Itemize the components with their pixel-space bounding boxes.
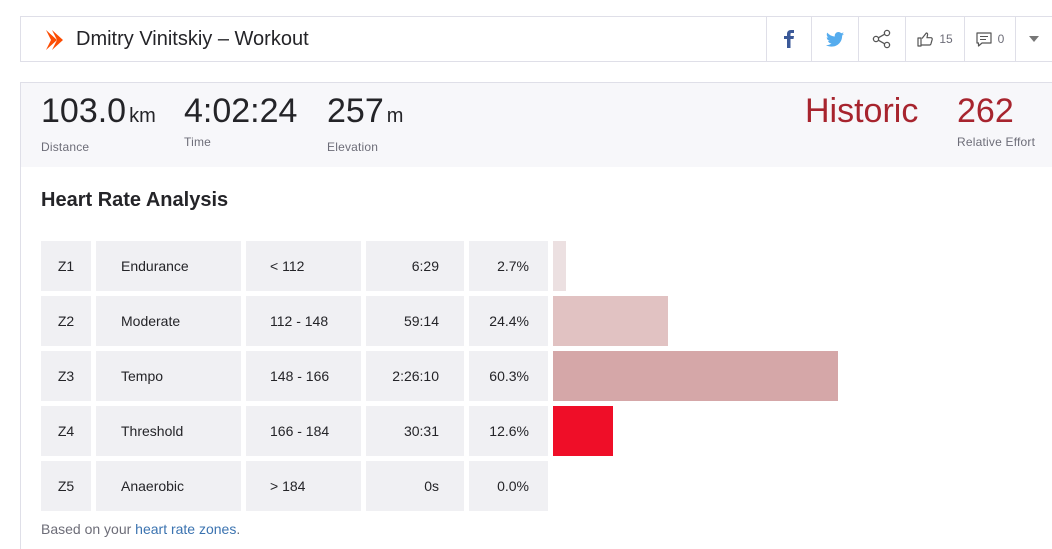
facebook-share-button[interactable]	[766, 17, 811, 61]
zone-bar	[553, 241, 566, 291]
zone-range: 112 - 148	[246, 296, 361, 346]
zone-time: 2:26:10	[366, 351, 464, 401]
comment-button[interactable]: 0	[964, 17, 1015, 61]
zone-name: Moderate	[96, 296, 241, 346]
kudos-button[interactable]: 15	[905, 17, 964, 61]
zone-name: Anaerobic	[96, 461, 241, 511]
elevation-unit: m	[386, 105, 404, 127]
time-label: Time	[184, 135, 212, 149]
activity-header: Dmitry Vinitskiy – Workout 15 0	[20, 16, 1052, 62]
historic-value: Historic	[805, 92, 919, 130]
zone-time: 30:31	[366, 406, 464, 456]
stat-relative-effort: 262 Relative Effort	[957, 93, 1035, 149]
twitter-share-button[interactable]	[811, 17, 858, 61]
kudos-count: 15	[939, 32, 953, 46]
zone-percent: 24.4%	[469, 296, 548, 346]
facebook-icon	[784, 30, 794, 48]
zone-bar	[553, 296, 669, 346]
heart-rate-analysis-panel: Heart Rate Analysis Z1 Endurance < 112 6…	[20, 167, 1052, 549]
activity-stats: 103.0 km Distance 4:02:24 Time 257 m Eleva…	[20, 82, 1052, 168]
comment-icon	[976, 31, 992, 47]
zone-time: 59:14	[366, 296, 464, 346]
strava-logo-icon	[46, 30, 63, 50]
zone-range: 166 - 184	[246, 406, 361, 456]
thumbs-up-icon	[917, 32, 934, 47]
zone-label: Z2	[41, 296, 91, 346]
zone-label: Z3	[41, 351, 91, 401]
zone-name: Threshold	[96, 406, 241, 456]
elevation-label: Elevation	[327, 140, 379, 154]
stat-historic: Historic	[805, 93, 918, 129]
relative-effort-value: 262	[957, 92, 1014, 130]
more-actions-dropdown[interactable]	[1015, 17, 1052, 61]
social-actions: 15 0	[766, 17, 1052, 61]
zone-name: Endurance	[96, 241, 241, 291]
zone-range: < 112	[246, 241, 361, 291]
share-icon	[872, 29, 891, 49]
zone-time: 6:29	[366, 241, 464, 291]
zone-range: 148 - 166	[246, 351, 361, 401]
zone-label: Z1	[41, 241, 91, 291]
zone-percent: 60.3%	[469, 351, 548, 401]
zone-name: Tempo	[96, 351, 241, 401]
section-title: Heart Rate Analysis	[41, 189, 229, 211]
zone-label: Z5	[41, 461, 91, 511]
distance-unit: km	[129, 105, 156, 127]
stat-elevation: 257 m Elevation	[327, 93, 403, 154]
zone-percent: 12.6%	[469, 406, 548, 456]
activity-title: Dmitry Vinitskiy – Workout	[76, 28, 309, 50]
zone-bar	[553, 406, 613, 456]
distance-value: 103.0	[41, 92, 127, 130]
zone-range: > 184	[246, 461, 361, 511]
footnote-text: Based on your	[41, 521, 136, 537]
zone-percent: 0.0%	[469, 461, 548, 511]
time-value: 4:02:24	[184, 92, 298, 130]
chevron-down-icon	[1029, 36, 1039, 42]
zone-bar	[553, 351, 838, 401]
heart-rate-zones-link[interactable]: heart rate zones	[135, 521, 237, 537]
stat-distance: 103.0 km Distance	[41, 93, 156, 154]
footnote-end: .	[236, 521, 241, 537]
elevation-value: 257	[327, 92, 384, 130]
comment-count: 0	[997, 32, 1005, 46]
distance-label: Distance	[41, 140, 90, 154]
zones-footnote: Based on your heart rate zones.	[41, 521, 240, 537]
twitter-icon	[826, 31, 844, 47]
relative-effort-label: Relative Effort	[957, 135, 1036, 149]
zone-time: 0s	[366, 461, 464, 511]
zone-label: Z4	[41, 406, 91, 456]
share-button[interactable]	[858, 17, 905, 61]
zone-percent: 2.7%	[469, 241, 548, 291]
stat-time: 4:02:24 Time	[184, 93, 297, 149]
